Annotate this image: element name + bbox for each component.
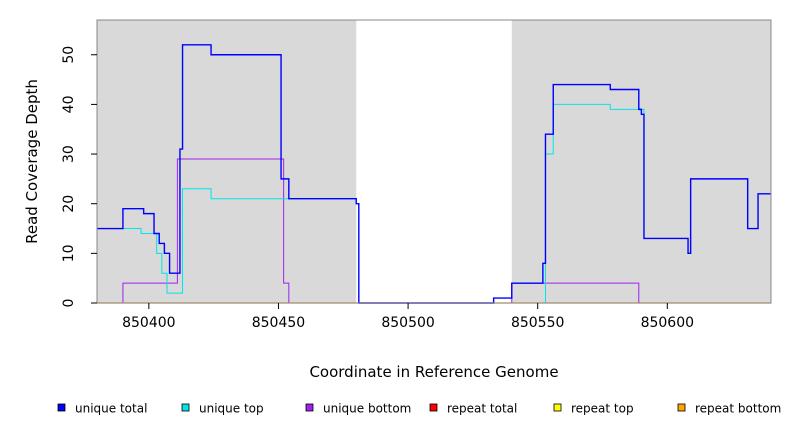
legend-swatch bbox=[429, 403, 438, 412]
legend-label: repeat bottom bbox=[695, 402, 781, 416]
legend-label: repeat total bbox=[447, 402, 517, 416]
y-axis-title: Read Coverage Depth bbox=[23, 79, 41, 244]
y-tick-label: 30 bbox=[61, 145, 77, 163]
x-tick-label: 850400 bbox=[122, 315, 175, 331]
legend-swatch bbox=[677, 403, 686, 412]
legend-label: repeat top bbox=[571, 402, 634, 416]
y-axis: 0 10 20 30 40 50 bbox=[61, 46, 97, 308]
x-tick-label: 850600 bbox=[641, 315, 694, 331]
x-axis-title: Coordinate in Reference Genome bbox=[309, 363, 558, 381]
y-tick-label: 20 bbox=[61, 195, 77, 213]
y-tick-label: 0 bbox=[61, 299, 77, 308]
legend-label: unique top bbox=[199, 402, 264, 416]
legend-swatch bbox=[305, 403, 314, 412]
plot-frame bbox=[96, 19, 772, 304]
legend-label: unique total bbox=[75, 402, 147, 416]
series-line-unique-bottom bbox=[97, 158, 771, 304]
y-tick-label: 40 bbox=[61, 95, 77, 113]
legend: unique total unique top unique bottom repea… bbox=[57, 402, 781, 416]
y-tick-label: 10 bbox=[61, 244, 77, 262]
x-tick-label: 850500 bbox=[381, 315, 434, 331]
y-tick-label: 50 bbox=[61, 46, 77, 64]
legend-swatch bbox=[553, 403, 562, 412]
x-tick-label: 850550 bbox=[511, 315, 564, 331]
highlight-region bbox=[356, 20, 512, 303]
legend-label: unique bottom bbox=[323, 402, 411, 416]
x-tick-label: 850450 bbox=[252, 315, 305, 331]
legend-swatch bbox=[181, 403, 190, 412]
x-axis: 850400 850450 850500 850550 850600 bbox=[122, 303, 694, 331]
series-line-unique-total bbox=[97, 44, 771, 304]
legend-swatch bbox=[57, 403, 66, 412]
